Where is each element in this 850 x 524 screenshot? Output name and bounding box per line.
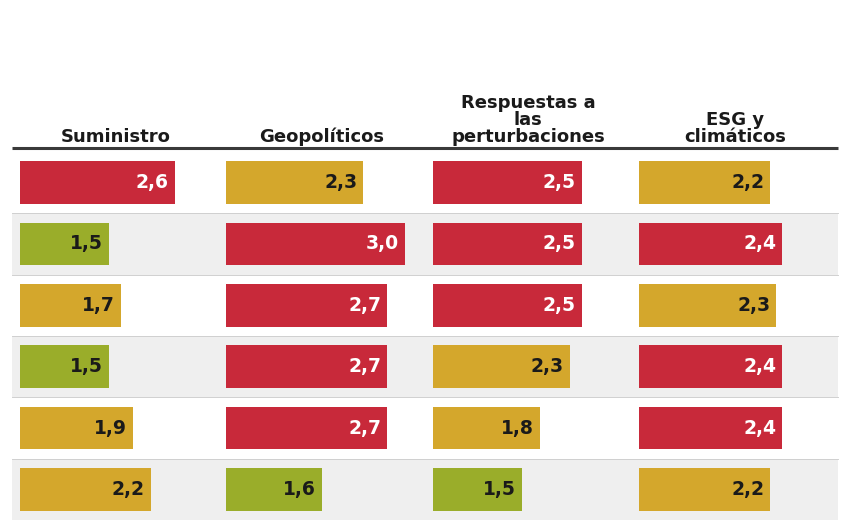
Bar: [639, 161, 770, 204]
Bar: [433, 161, 581, 204]
Bar: [12, 458, 838, 520]
Text: 2,7: 2,7: [348, 357, 381, 376]
Text: 1,6: 1,6: [283, 480, 315, 499]
Text: 2,2: 2,2: [112, 480, 144, 499]
Bar: [12, 336, 838, 397]
Text: Respuestas a: Respuestas a: [461, 94, 596, 112]
Bar: [639, 223, 782, 266]
Text: Suministro: Suministro: [60, 128, 170, 146]
Text: 1,7: 1,7: [82, 296, 115, 315]
Text: 1,8: 1,8: [502, 419, 534, 438]
Text: las: las: [514, 111, 542, 129]
Text: climáticos: climáticos: [683, 128, 785, 146]
Bar: [20, 468, 151, 511]
Text: 1,5: 1,5: [484, 480, 516, 499]
Bar: [639, 468, 770, 511]
Text: 2,3: 2,3: [530, 357, 564, 376]
Bar: [12, 275, 838, 336]
Bar: [433, 468, 522, 511]
Bar: [433, 284, 581, 327]
Bar: [12, 213, 838, 275]
Bar: [639, 284, 776, 327]
Text: 2,7: 2,7: [348, 296, 381, 315]
Bar: [12, 397, 838, 458]
Text: 2,2: 2,2: [731, 480, 764, 499]
Text: 2,5: 2,5: [543, 173, 575, 192]
Bar: [20, 223, 110, 266]
Text: 2,6: 2,6: [136, 173, 168, 192]
Bar: [12, 152, 838, 213]
Text: 2,5: 2,5: [543, 296, 575, 315]
Text: 2,2: 2,2: [731, 173, 764, 192]
Text: 1,9: 1,9: [94, 419, 127, 438]
Bar: [433, 223, 581, 266]
Bar: [639, 407, 782, 450]
Text: 3,0: 3,0: [366, 235, 399, 254]
Bar: [639, 345, 782, 388]
Bar: [433, 407, 540, 450]
Bar: [226, 468, 321, 511]
Text: 2,3: 2,3: [324, 173, 357, 192]
Text: 1,5: 1,5: [71, 235, 103, 254]
Bar: [20, 345, 110, 388]
Bar: [20, 407, 133, 450]
Bar: [20, 161, 175, 204]
Bar: [226, 161, 363, 204]
Text: 2,3: 2,3: [737, 296, 770, 315]
Text: 2,4: 2,4: [743, 235, 776, 254]
Bar: [433, 345, 570, 388]
Text: 2,7: 2,7: [348, 419, 381, 438]
Text: Geopolíticos: Geopolíticos: [259, 127, 384, 146]
Text: ESG y: ESG y: [706, 111, 764, 129]
Bar: [20, 284, 122, 327]
Text: 2,4: 2,4: [743, 419, 776, 438]
Bar: [226, 284, 387, 327]
Bar: [226, 407, 387, 450]
Text: 2,4: 2,4: [743, 357, 776, 376]
Bar: [226, 345, 387, 388]
Text: perturbaciones: perturbaciones: [451, 128, 605, 146]
Text: 1,5: 1,5: [71, 357, 103, 376]
Bar: [226, 223, 405, 266]
Text: 2,5: 2,5: [543, 235, 575, 254]
